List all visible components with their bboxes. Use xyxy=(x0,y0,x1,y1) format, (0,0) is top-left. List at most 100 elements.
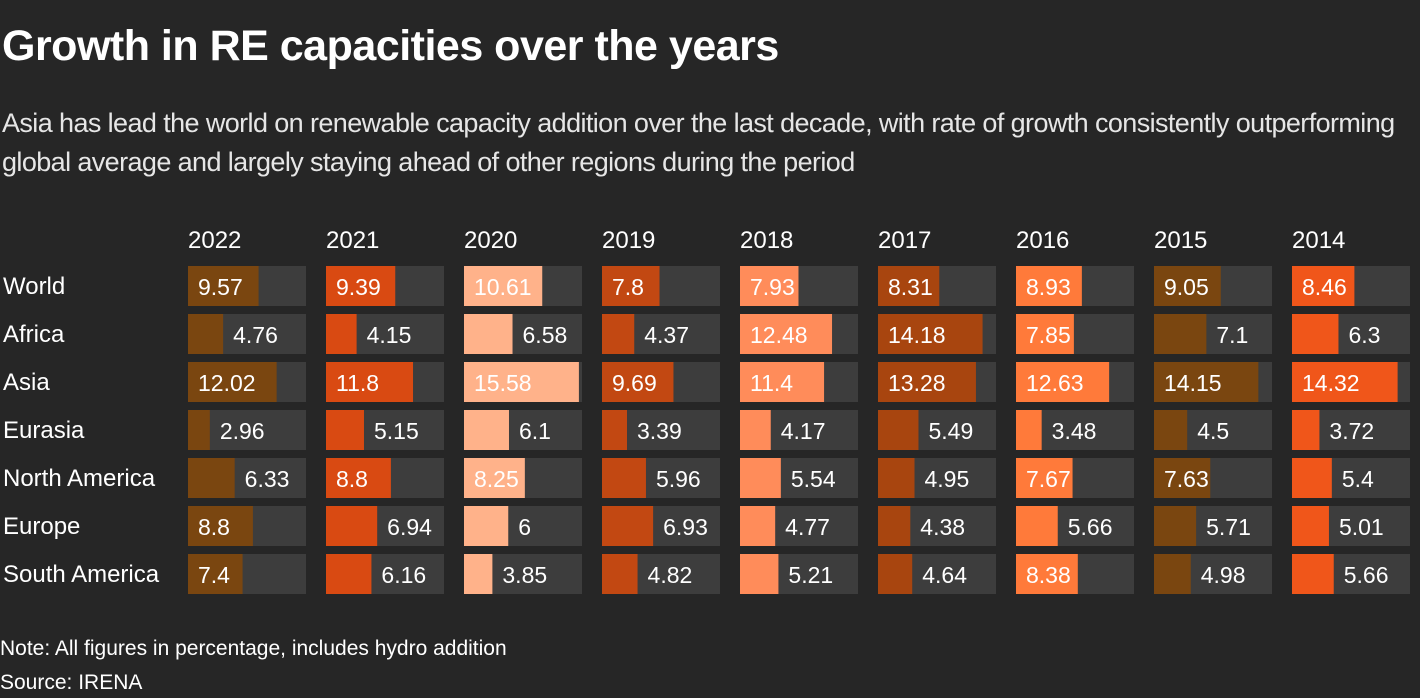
bar-2018-1 xyxy=(740,314,833,354)
region-label-africa: Africa xyxy=(3,321,65,348)
data-label-2017-5: 4.38 xyxy=(920,514,965,540)
data-label-2022-6: 7.4 xyxy=(198,562,230,588)
bar-2020-5 xyxy=(464,506,509,546)
bar-2016-1 xyxy=(1016,314,1074,354)
data-label-2016-2: 12.63 xyxy=(1026,370,1084,396)
bar-2021-2 xyxy=(326,362,414,402)
bar-2015-1 xyxy=(1154,314,1207,354)
bar-2021-0 xyxy=(326,266,396,306)
region-label-asia: Asia xyxy=(3,369,50,396)
bar-2021-5 xyxy=(326,506,378,546)
bar-2020-3 xyxy=(464,410,509,450)
data-label-2022-3: 2.96 xyxy=(220,418,265,444)
bar-2019-1 xyxy=(602,314,635,354)
data-label-2018-6: 5.21 xyxy=(788,562,833,588)
data-label-2022-4: 6.33 xyxy=(245,466,290,492)
bar-2017-6 xyxy=(878,554,913,594)
region-label-world: World xyxy=(3,273,65,300)
bar-2014-1 xyxy=(1292,314,1339,354)
bar-2019-6 xyxy=(602,554,638,594)
data-label-2017-4: 4.95 xyxy=(925,466,970,492)
bar-2017-1 xyxy=(878,314,983,354)
data-label-2022-1: 4.76 xyxy=(233,322,278,348)
bar-2017-2 xyxy=(878,362,976,402)
data-label-2022-5: 8.8 xyxy=(198,514,230,540)
year-label-2016: 2016 xyxy=(1016,227,1069,254)
data-label-2022-0: 9.57 xyxy=(198,274,243,300)
data-label-2021-6: 6.16 xyxy=(381,562,426,588)
data-label-2019-4: 5.96 xyxy=(656,466,701,492)
region-label-eurasia: Eurasia xyxy=(3,417,85,444)
data-label-2016-1: 7.85 xyxy=(1026,322,1071,348)
bar-2020-1 xyxy=(464,314,513,354)
data-label-2017-3: 5.49 xyxy=(928,418,973,444)
data-label-2014-1: 6.3 xyxy=(1348,322,1380,348)
data-label-2016-6: 8.38 xyxy=(1026,562,1071,588)
data-label-2019-5: 6.93 xyxy=(663,514,708,540)
bar-2018-5 xyxy=(740,506,776,546)
data-label-2019-2: 9.69 xyxy=(612,370,657,396)
data-label-2022-2: 12.02 xyxy=(198,370,256,396)
bar-2022-5 xyxy=(188,506,253,546)
data-label-2020-2: 15.58 xyxy=(474,370,532,396)
data-label-2015-5: 5.71 xyxy=(1206,514,1251,540)
bar-2021-4 xyxy=(326,458,391,498)
bar-2015-5 xyxy=(1154,506,1197,546)
year-label-2022: 2022 xyxy=(188,227,241,254)
data-label-2021-4: 8.8 xyxy=(336,466,368,492)
bar-2020-6 xyxy=(464,554,493,594)
data-label-2020-3: 6.1 xyxy=(519,418,551,444)
data-label-2015-3: 4.5 xyxy=(1197,418,1229,444)
bar-2018-6 xyxy=(740,554,779,594)
bar-2015-0 xyxy=(1154,266,1221,306)
data-label-2018-5: 4.77 xyxy=(785,514,830,540)
data-label-2021-2: 11.8 xyxy=(336,370,379,396)
bar-2018-2 xyxy=(740,362,825,402)
bar-2016-0 xyxy=(1016,266,1082,306)
bar-2021-3 xyxy=(326,410,364,450)
bar-2017-5 xyxy=(878,506,911,546)
year-label-2021: 2021 xyxy=(326,227,379,254)
bar-2015-3 xyxy=(1154,410,1188,450)
bar-2018-3 xyxy=(740,410,771,450)
bar-2021-1 xyxy=(326,314,357,354)
data-label-2019-6: 4.82 xyxy=(648,562,693,588)
bar-2018-4 xyxy=(740,458,781,498)
region-label-north-america: North America xyxy=(3,465,156,492)
data-label-2014-6: 5.66 xyxy=(1344,562,1389,588)
data-label-2015-4: 7.63 xyxy=(1164,466,1209,492)
region-label-europe: Europe xyxy=(3,513,80,540)
bar-2019-2 xyxy=(602,362,674,402)
bar-2016-5 xyxy=(1016,506,1058,546)
bar-2016-6 xyxy=(1016,554,1078,594)
year-label-2014: 2014 xyxy=(1292,227,1345,254)
data-label-2015-2: 14.15 xyxy=(1164,370,1222,396)
bar-2016-4 xyxy=(1016,458,1073,498)
data-label-2018-4: 5.54 xyxy=(791,466,836,492)
data-label-2017-1: 14.18 xyxy=(888,322,946,348)
data-label-2021-3: 5.15 xyxy=(374,418,419,444)
bar-2021-6 xyxy=(326,554,372,594)
year-label-2020: 2020 xyxy=(464,227,517,254)
data-label-2020-1: 6.58 xyxy=(523,322,568,348)
data-label-2020-0: 10.61 xyxy=(474,274,532,300)
data-label-2021-5: 6.94 xyxy=(387,514,432,540)
data-label-2017-0: 8.31 xyxy=(888,274,933,300)
data-label-2017-2: 13.28 xyxy=(888,370,946,396)
data-label-2015-6: 4.98 xyxy=(1201,562,1246,588)
bar-2014-4 xyxy=(1292,458,1332,498)
data-label-2016-4: 7.67 xyxy=(1026,466,1071,492)
data-label-2014-5: 5.01 xyxy=(1339,514,1384,540)
chart-source: Source: IRENA xyxy=(0,671,143,694)
bar-2017-3 xyxy=(878,410,919,450)
data-label-2021-1: 4.15 xyxy=(367,322,412,348)
data-label-2016-0: 8.93 xyxy=(1026,274,1071,300)
data-label-2019-3: 3.39 xyxy=(637,418,682,444)
chart-title: Growth in RE capacities over the years xyxy=(2,22,779,70)
data-label-2018-0: 7.93 xyxy=(750,274,795,300)
data-label-2017-6: 4.64 xyxy=(922,562,967,588)
bar-2022-0 xyxy=(188,266,259,306)
bar-2014-0 xyxy=(1292,266,1355,306)
bar-2016-2 xyxy=(1016,362,1110,402)
